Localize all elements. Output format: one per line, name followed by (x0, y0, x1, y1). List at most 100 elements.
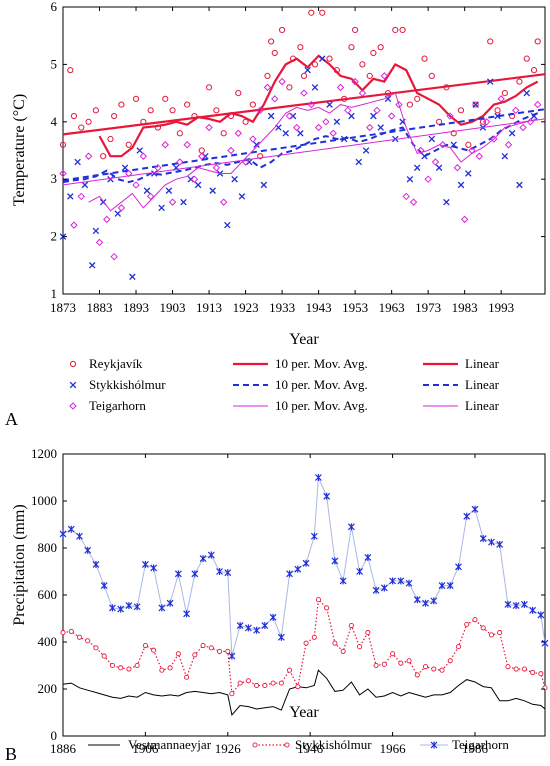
x-tick-label: 1946 (297, 741, 324, 756)
teigarhorn-point (358, 89, 367, 97)
reykjavik-point (176, 130, 183, 137)
y-tick-label: 200 (38, 681, 58, 696)
stykkisholmur-point (109, 662, 115, 669)
teigarhorn-linear-trend-line (62, 118, 546, 186)
stykkisholmur-point (142, 642, 148, 649)
stykkisholmur-point (121, 164, 129, 171)
temperature-chart: 1873 1883 1893 1903 1913 1923 1933 1943 1953 1963… (5, 0, 546, 429)
reykjavik-point (516, 78, 523, 85)
stykkisholmur-point (136, 147, 143, 154)
teigarhorn-point (453, 164, 462, 172)
teigarhorn-point (125, 602, 133, 610)
teigarhorn-point (431, 158, 440, 166)
legend-item-10-per-mov-avg-: 10 per. Mov. Avg. (233, 356, 368, 371)
stykkisholmur-point (362, 147, 370, 154)
stykkisholmur-point (175, 651, 181, 657)
reykjavik-point (311, 61, 319, 68)
teigarhorn-point (70, 221, 78, 229)
teigarhorn-point (241, 158, 250, 166)
teigarhorn-point (256, 106, 264, 115)
stykkisholmur-point (465, 170, 472, 177)
y-tick-label: 3 (51, 171, 58, 186)
teigarhorn-point (263, 83, 272, 92)
reykjavik-point (494, 107, 501, 114)
stykkisholmur-point (238, 193, 246, 200)
stykkisholmur-point (513, 666, 519, 672)
stykkisholmur-point (472, 617, 478, 623)
teigarhorn-point (395, 100, 403, 109)
stykkisholmur-line (62, 598, 546, 696)
teigarhorn-point (286, 570, 294, 578)
reykjavik-point (465, 141, 472, 148)
reykjavik-point (100, 153, 107, 160)
teigarhorn-point (150, 564, 158, 572)
stykkisholmur-point (348, 623, 354, 629)
reykjavik-point (67, 67, 74, 74)
stykkisholmur-point (184, 674, 190, 680)
teigarhorn-point (347, 523, 355, 531)
teigarhorn-point (168, 198, 177, 206)
reykjavik-point (421, 55, 428, 62)
stykkisholmur-point (134, 662, 140, 669)
stykkisholmur-point (333, 118, 341, 126)
precipitation-plot-marks (59, 474, 549, 716)
legend-symbol (69, 402, 77, 410)
stykkisholmur-point (406, 175, 414, 183)
teigarhorn-point (271, 95, 279, 103)
legend-item-reykjavik: Reykjavík (69, 356, 143, 371)
teigarhorn-point (77, 192, 85, 201)
teigarhorn-point (146, 192, 155, 201)
legend-item-10-per-mov-avg-: 10 per. Mov. Avg. (233, 398, 368, 413)
temperature-y-ticks: 1 2 3 4 5 6 (51, 0, 545, 301)
stykkisholmur-point (501, 152, 509, 160)
teigarhorn-point (174, 570, 182, 578)
x-tick-label: 1986 (462, 741, 489, 756)
teigarhorn-point (322, 118, 330, 126)
reykjavik-point (399, 26, 406, 34)
reykjavik-point (220, 130, 227, 137)
stykkisholmur-point (340, 648, 346, 654)
teigarhorn-point (110, 252, 118, 261)
reykjavik-point (92, 107, 99, 114)
y-tick-label: 1 (51, 286, 58, 301)
reykjavik-point (169, 107, 176, 114)
y-tick-label: 5 (51, 56, 58, 71)
reykjavik-point (319, 9, 326, 16)
stykkisholmur-point (60, 630, 66, 636)
teigarhorn-point (512, 602, 520, 610)
panel-label-b: B (5, 744, 17, 764)
stykkisholmur-linear-trend-line (62, 108, 546, 182)
stykkisholmur-point (216, 648, 223, 654)
x-tick-label: 1873 (50, 300, 76, 315)
legend-label: Reykjavík (89, 356, 143, 371)
teigarhorn-point (84, 546, 92, 554)
temperature-plot-marks (59, 9, 546, 281)
legend-symbol-point (284, 742, 290, 748)
legend-item-linear: Linear (423, 356, 500, 371)
stykkisholmur-point (435, 164, 443, 171)
stykkisholmur-point (92, 227, 100, 235)
teigarhorn-point (331, 557, 339, 565)
teigarhorn-point (161, 141, 169, 149)
temperature-x-axis-title: Year (289, 331, 319, 348)
teigarhorn-point (504, 600, 512, 608)
teigarhorn-point (176, 158, 184, 166)
stykkisholmur-point (76, 634, 83, 640)
legend-label: Linear (465, 398, 500, 413)
teigarhorn-point (490, 135, 498, 143)
teigarhorn-point (227, 146, 235, 155)
teigarhorn-point (191, 570, 199, 578)
reykjavik-point (268, 38, 275, 45)
reykjavik-point (392, 26, 399, 34)
stykkisholmur-point (304, 66, 311, 74)
teigarhorn-point (463, 512, 471, 520)
stykkisholmur-point (326, 101, 333, 108)
reykjavik-point (359, 61, 366, 68)
stykkisholmur-point (457, 181, 465, 189)
reykjavik-point (377, 44, 384, 51)
teigarhorn-point (409, 198, 418, 206)
stykkisholmur-point (390, 651, 396, 657)
legend-label: 10 per. Mov. Avg. (275, 356, 368, 371)
stykkisholmur-point (254, 682, 260, 689)
